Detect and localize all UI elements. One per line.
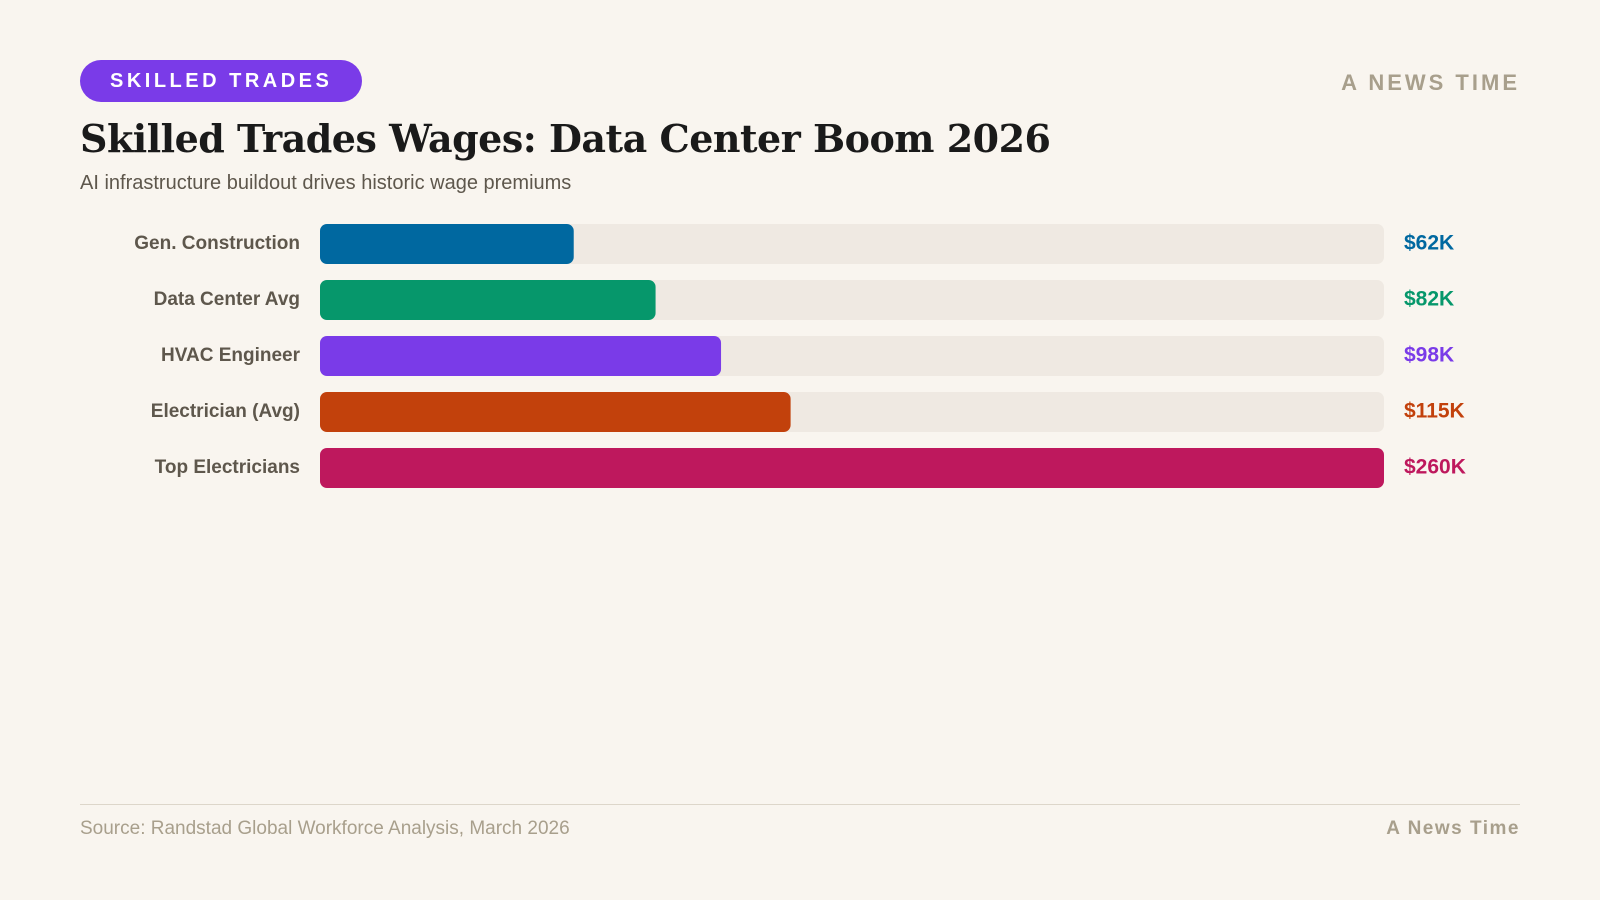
category-label: Data Center Avg	[154, 289, 300, 310]
footer-divider	[80, 804, 1520, 805]
value-label: $260K	[1404, 456, 1466, 479]
category-label: Electrician (Avg)	[151, 401, 300, 422]
bar	[320, 224, 574, 264]
category-label: Gen. Construction	[134, 233, 300, 254]
category-label: Top Electricians	[155, 457, 300, 478]
bar-track	[320, 224, 1384, 264]
category-label: HVAC Engineer	[161, 345, 301, 366]
footer-brand: A News Time	[1386, 818, 1520, 839]
category-tag: SKILLED TRADES	[80, 60, 363, 102]
source-note: Source: Randstad Global Workforce Analys…	[80, 818, 570, 839]
value-label: $82K	[1404, 288, 1454, 311]
bar	[320, 392, 791, 432]
brand-logo: A NEWS TIME	[1341, 70, 1520, 95]
bar	[320, 336, 722, 376]
bar	[320, 280, 656, 320]
value-label: $62K	[1404, 232, 1454, 255]
chart-title: Skilled Trades Wages: Data Center Boom 2…	[80, 116, 1051, 161]
value-label: $98K	[1404, 344, 1454, 367]
value-label: $115K	[1404, 400, 1465, 423]
bar	[320, 448, 1384, 488]
chart-subtitle: AI infrastructure buildout drives histor…	[80, 172, 572, 194]
